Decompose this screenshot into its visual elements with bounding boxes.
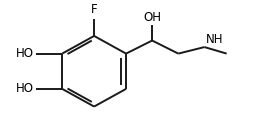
Text: F: F <box>91 3 97 16</box>
Text: HO: HO <box>16 47 34 60</box>
Text: HO: HO <box>16 82 34 95</box>
Text: NH: NH <box>206 33 223 46</box>
Text: OH: OH <box>143 10 161 24</box>
